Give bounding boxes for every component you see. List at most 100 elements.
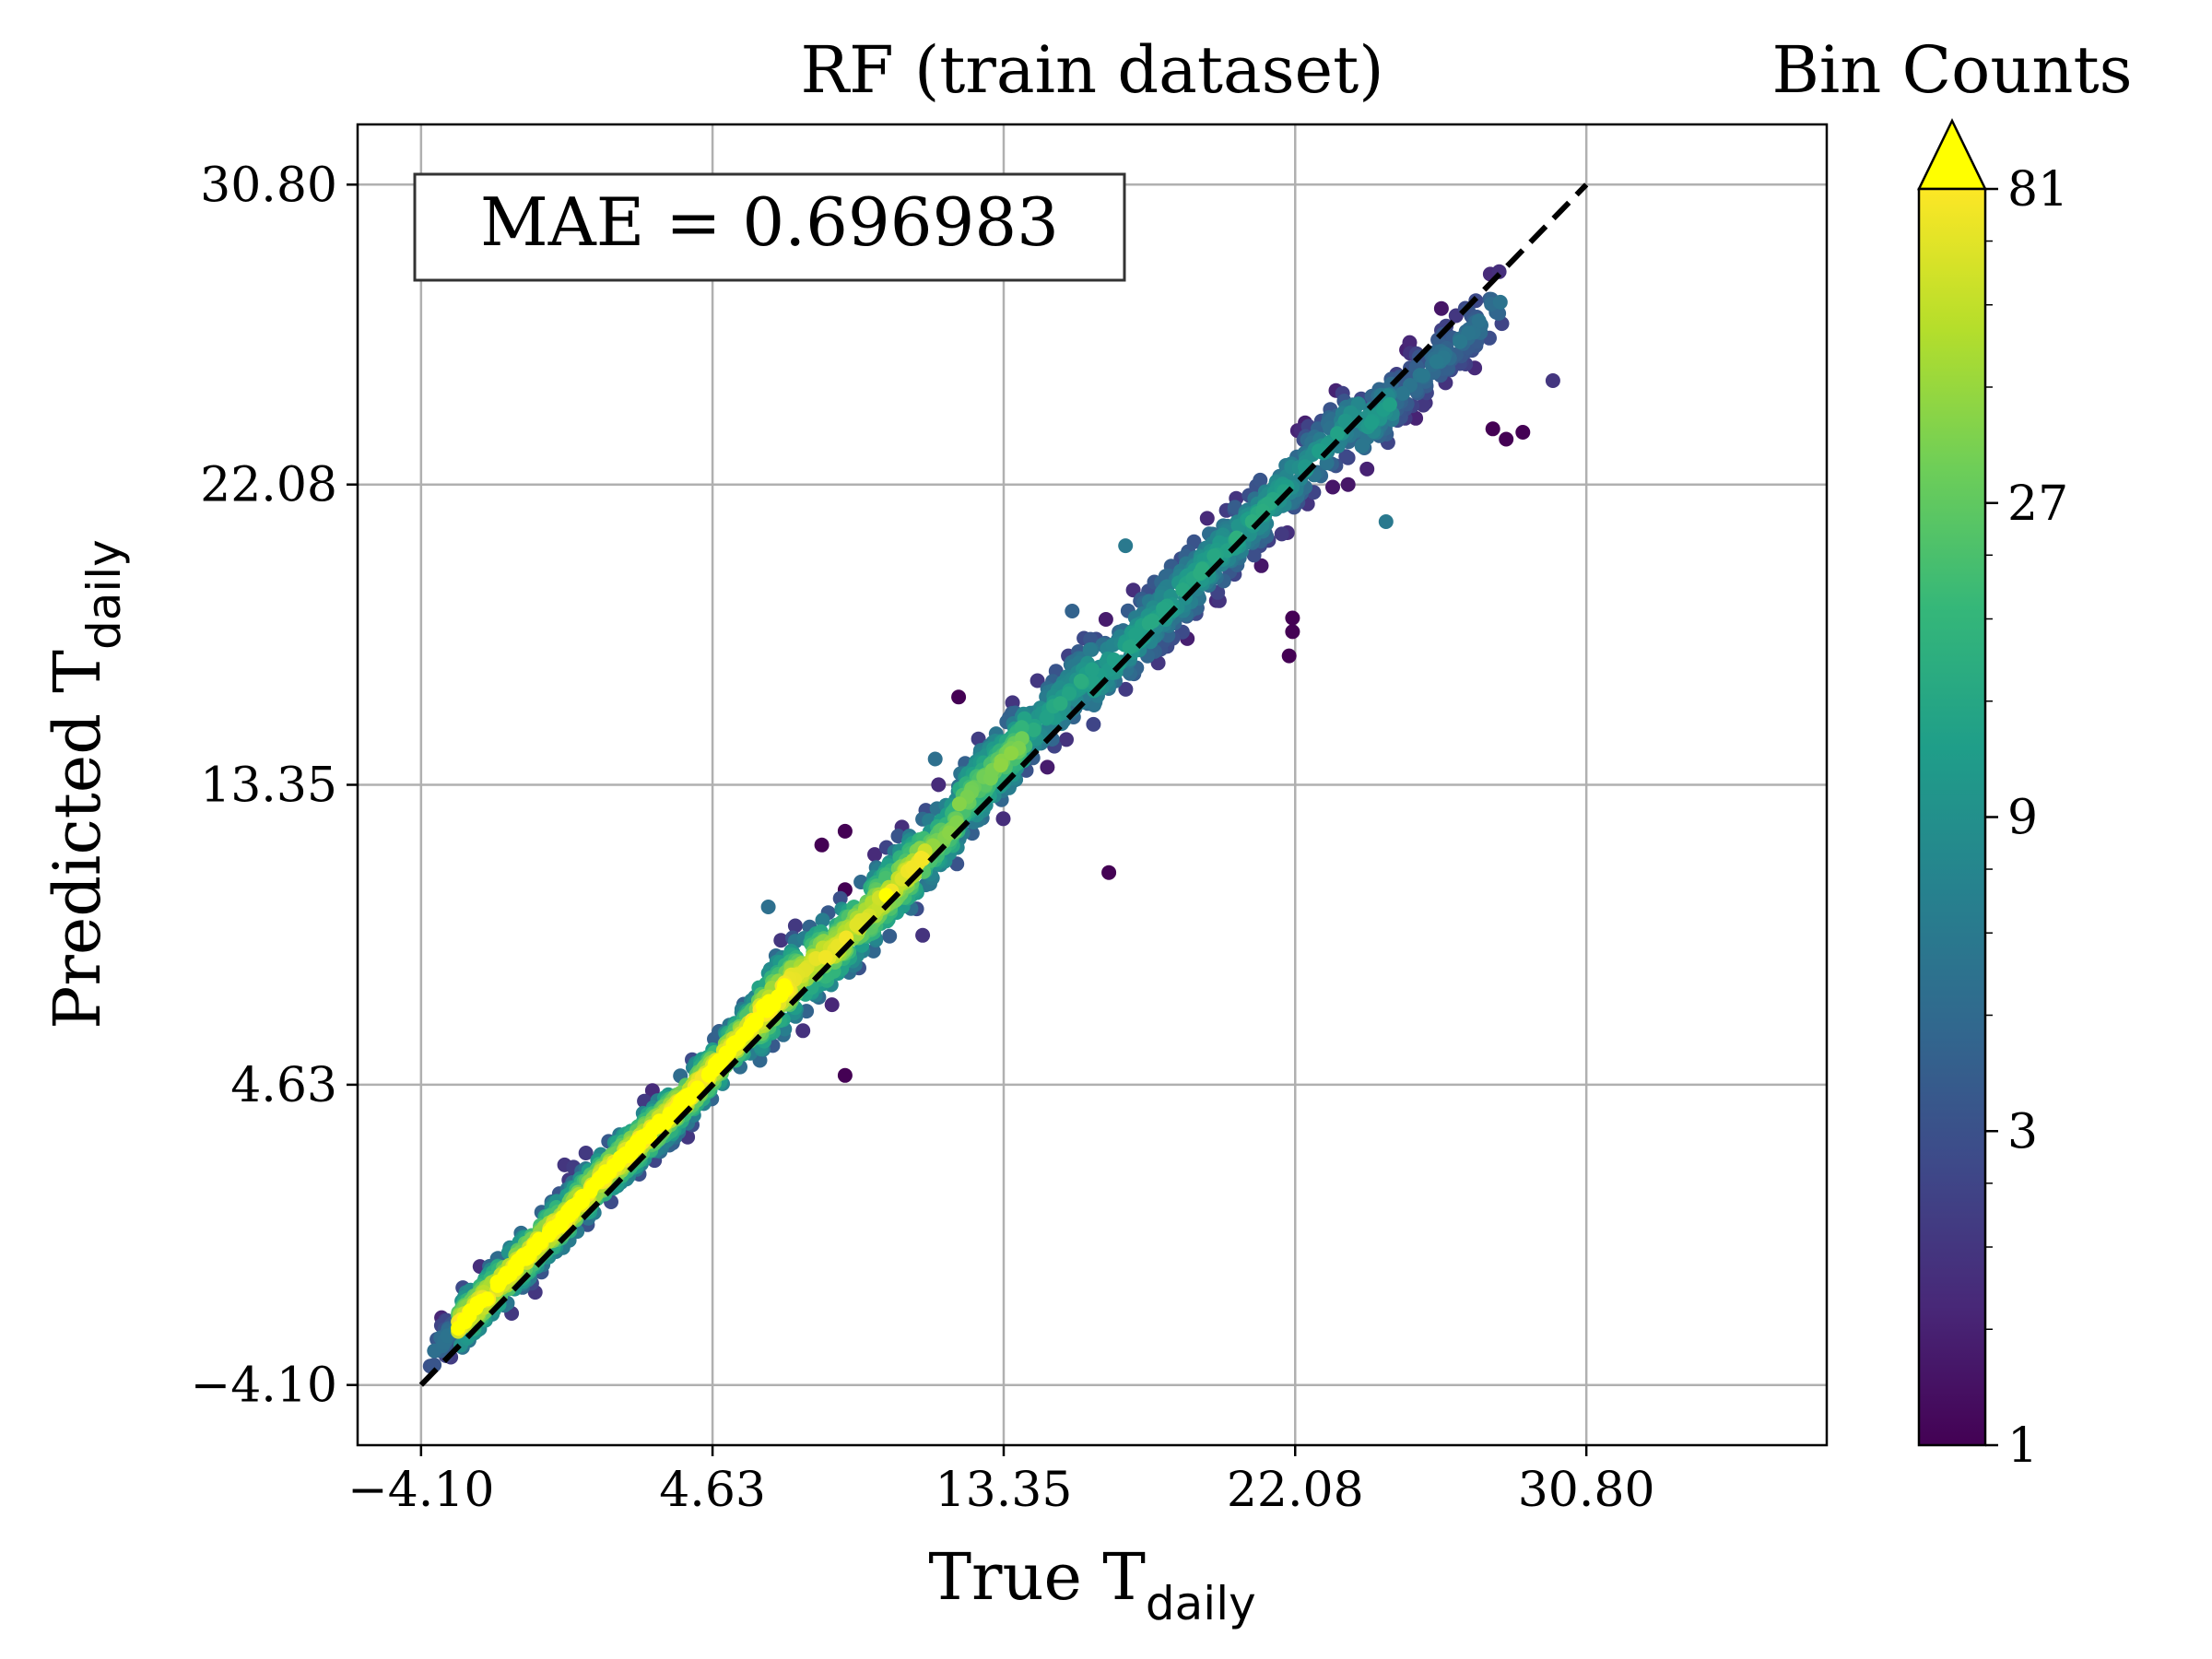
scatter-point [1199, 511, 1215, 526]
scatter-point [729, 1034, 745, 1050]
colorbar-extend-arrow [1917, 118, 1987, 191]
scatter-point [815, 912, 830, 928]
scatter-point [1141, 616, 1157, 631]
scatter-point [640, 1126, 655, 1142]
scatter-point [824, 997, 840, 1013]
x-axis-label: True Tdaily [928, 1539, 1255, 1630]
scatter-point [927, 751, 943, 767]
scatter-point [1433, 300, 1449, 316]
scatter-point [1206, 548, 1222, 564]
scatter-point [913, 851, 929, 865]
x-tick-label: 30.80 [1518, 1463, 1655, 1518]
y-axis-label: Predicted Tdaily [40, 539, 131, 1029]
colorbar-tick-label: 9 [2007, 791, 2038, 846]
y-axis-label-sub: daily [77, 539, 131, 650]
x-tick-label: 13.35 [935, 1463, 1073, 1518]
scatter-point [1073, 673, 1088, 688]
scatter-point [760, 900, 776, 914]
scatter-point [951, 689, 967, 705]
scatter-point [773, 933, 789, 948]
scatter-point [995, 811, 1011, 827]
scatter-point [1338, 449, 1354, 465]
x-axis-label-main: True T [928, 1539, 1146, 1615]
scatter-point [1030, 673, 1045, 688]
scatter-point [837, 1067, 853, 1083]
scatter-point [1084, 662, 1100, 677]
x-axis-label-sub: daily [1146, 1577, 1256, 1630]
scatter-point [1545, 373, 1560, 388]
scatter-point [1246, 547, 1262, 563]
scatter-point [951, 796, 967, 812]
x-tick-label: −4.10 [347, 1463, 494, 1518]
scatter-point [1281, 648, 1297, 664]
scatter-point [949, 856, 965, 872]
colorbar-gradient [1917, 187, 1987, 1447]
scatter-point [629, 1137, 645, 1153]
scatter-point [1004, 746, 1019, 761]
scatter-point [760, 1002, 776, 1018]
scatter-point [1274, 526, 1289, 542]
y-tick-label: 13.35 [200, 759, 337, 814]
scatter-point [1515, 425, 1531, 440]
scatter-point [1040, 759, 1055, 775]
y-tick-label: 22.08 [200, 458, 337, 513]
y-axis-ticks: −4.10 4.63 13.35 22.08 30.80 [191, 158, 358, 1414]
scatter-point [1337, 413, 1353, 429]
scatter-point [1118, 681, 1134, 697]
scatter-point [993, 758, 1008, 773]
scatter-point [1340, 477, 1356, 492]
colorbar-title: Bin Counts [1771, 32, 2132, 108]
scatter-point [1429, 354, 1444, 370]
scatter-point [1026, 722, 1041, 737]
scatter-point [718, 1047, 734, 1063]
y-tick-label: 4.63 [230, 1058, 337, 1113]
colorbar-tick-label: 81 [2007, 162, 2068, 218]
scatter-point [1053, 696, 1068, 712]
scatter-point [1378, 514, 1394, 529]
scatter-point [837, 823, 853, 839]
scatter-point [867, 847, 882, 863]
scatter-point [1364, 415, 1379, 430]
scatter-point [679, 1089, 695, 1105]
scatter-point [814, 837, 830, 853]
scatter-point [1156, 601, 1171, 617]
x-axis-ticks: −4.10 4.63 13.35 22.08 30.80 [347, 1445, 1655, 1518]
colorbar-ticks: 1 3 9 27 81 [1985, 162, 2068, 1474]
scatter-point [1330, 426, 1346, 441]
scatter-point [1122, 640, 1137, 654]
scatter-point [744, 1017, 759, 1032]
scatter-point [774, 985, 790, 1001]
scatter-point [915, 927, 931, 943]
scatter-point [1485, 421, 1500, 437]
scatter-point [1118, 538, 1134, 554]
scatter-point [427, 1358, 442, 1372]
scatter-point [1359, 461, 1375, 477]
scatter-point [795, 1023, 811, 1039]
scatter-point [456, 1312, 472, 1327]
scatter-point [1062, 686, 1077, 701]
scatter-point [1253, 558, 1269, 573]
scatter-point [1402, 335, 1418, 350]
scatter-point [1040, 709, 1055, 724]
colorbar-tick-label: 3 [2007, 1104, 2038, 1159]
colorbar: Bin Counts 1 3 9 27 81 [1771, 32, 2132, 1474]
scatter-point [710, 1057, 725, 1073]
scatter-point [931, 777, 947, 793]
scatter-point [1453, 334, 1468, 349]
mae-annotation: MAE = 0.696983 [480, 183, 1059, 261]
reference-line [418, 182, 1589, 1387]
scatter-point [521, 1244, 536, 1260]
scatter-point [1492, 294, 1508, 310]
y-tick-label: 30.80 [200, 158, 337, 213]
scatter-point [1408, 410, 1424, 426]
scatter-point [468, 1300, 484, 1316]
scatter-point [1325, 479, 1340, 495]
scatter-point [1082, 642, 1098, 657]
scatter-point [492, 1274, 508, 1289]
colorbar-tick-label: 1 [2007, 1418, 2038, 1474]
scatter-point [1014, 720, 1030, 735]
scatter-point [556, 1210, 571, 1226]
scatter-point [1128, 627, 1144, 642]
scatter-point [865, 943, 881, 959]
